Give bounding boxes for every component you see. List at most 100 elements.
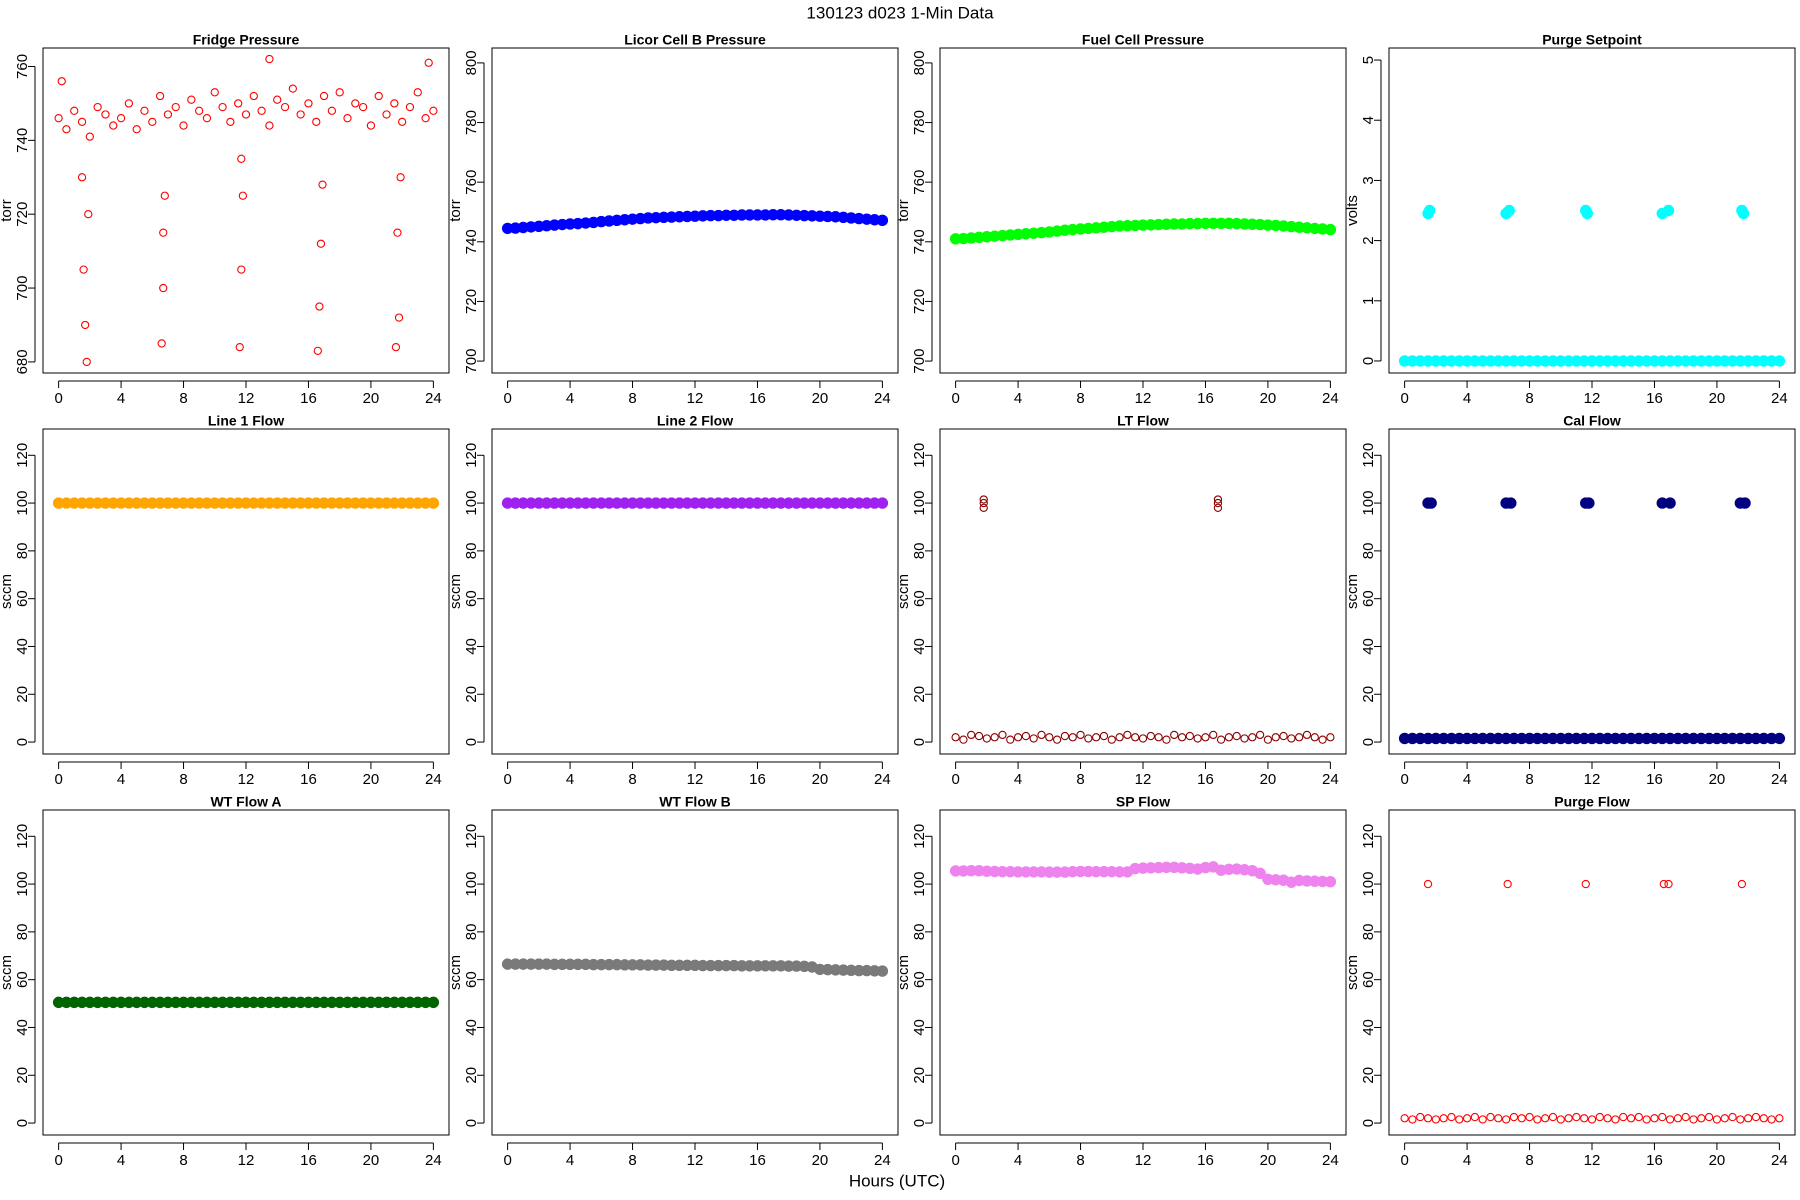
x-tick-label: 0 xyxy=(54,390,62,407)
plot-frame xyxy=(1388,809,1796,1136)
data-point xyxy=(1107,735,1116,744)
data-point xyxy=(1697,1114,1706,1123)
y-tick-label: 40 xyxy=(911,1019,928,1036)
data-point xyxy=(1324,223,1337,236)
x-tick-label: 4 xyxy=(117,1152,125,1169)
data-point xyxy=(1572,1112,1581,1122)
x-tick-label: 8 xyxy=(1076,1152,1084,1169)
data-point xyxy=(1736,1115,1745,1124)
data-point xyxy=(316,239,326,248)
data-point xyxy=(288,84,297,93)
y-axis-label: sccm xyxy=(1344,574,1361,609)
y-tick-label: 60 xyxy=(911,590,928,607)
data-point xyxy=(1302,730,1312,740)
y-tick-label: 40 xyxy=(911,638,928,655)
data-point xyxy=(218,102,227,112)
data-point xyxy=(148,117,157,127)
x-tick-label: 20 xyxy=(1260,1152,1277,1169)
data-point xyxy=(1326,733,1335,742)
x-tick-label: 16 xyxy=(1197,390,1214,407)
data-point xyxy=(1541,1114,1550,1123)
data-point xyxy=(1704,1112,1714,1122)
data-point xyxy=(159,283,168,293)
y-tick-label: 0 xyxy=(14,1119,31,1127)
data-point xyxy=(335,88,344,97)
x-tick-label: 12 xyxy=(687,771,704,788)
y-tick-label: 100 xyxy=(14,491,31,516)
data-point xyxy=(1099,731,1109,741)
data-point xyxy=(79,265,88,274)
data-point xyxy=(249,91,258,101)
x-tick-label: 12 xyxy=(238,1152,255,1169)
x-tick-label: 20 xyxy=(1260,771,1277,788)
x-tick-label: 12 xyxy=(687,390,704,407)
data-point xyxy=(1556,1115,1565,1124)
panel-title: Line 2 Flow xyxy=(657,413,733,429)
y-tick-label: 120 xyxy=(1360,824,1377,849)
data-point xyxy=(140,106,149,115)
x-tick-label: 16 xyxy=(300,1152,317,1169)
data-point xyxy=(1037,730,1046,740)
y-tick-label: 20 xyxy=(911,1067,928,1084)
y-tick-label: 0 xyxy=(14,738,31,746)
y-tick-label: 80 xyxy=(14,924,31,941)
y-tick-label: 680 xyxy=(14,349,31,374)
y-tick-label: 120 xyxy=(14,824,31,849)
data-point xyxy=(1213,498,1223,508)
y-tick-label: 20 xyxy=(14,686,31,703)
x-tick-label: 8 xyxy=(179,390,187,407)
x-tick-label: 12 xyxy=(1135,771,1152,788)
data-point xyxy=(1013,733,1023,742)
panel-title: LT Flow xyxy=(1117,413,1169,429)
data-point xyxy=(1263,735,1273,744)
data-point xyxy=(296,110,305,119)
data-point xyxy=(77,173,87,182)
data-point xyxy=(1665,1115,1675,1124)
x-tick-label: 0 xyxy=(54,771,62,788)
data-point xyxy=(1775,1114,1784,1123)
y-axis-label: volts xyxy=(1344,195,1361,226)
data-point xyxy=(1185,731,1194,741)
data-point xyxy=(1045,733,1054,742)
data-point xyxy=(1324,875,1337,888)
x-tick-label: 24 xyxy=(874,390,891,407)
data-point xyxy=(1271,733,1280,742)
data-point xyxy=(951,733,960,742)
y-tick-label: 740 xyxy=(14,128,31,153)
data-point xyxy=(101,110,110,119)
data-point xyxy=(237,265,246,274)
data-point xyxy=(1115,733,1124,742)
y-tick-label: 60 xyxy=(14,590,31,607)
data-point xyxy=(157,339,166,348)
x-tick-label: 4 xyxy=(1463,390,1471,407)
y-axis-label: sccm xyxy=(1344,955,1361,990)
data-point xyxy=(54,114,63,123)
data-point xyxy=(396,173,405,182)
data-point xyxy=(241,110,251,119)
x-tick-label: 0 xyxy=(1400,390,1408,407)
x-tick-label: 0 xyxy=(503,1152,511,1169)
y-tick-label: 80 xyxy=(14,543,31,560)
y-tick-label: 760 xyxy=(463,170,480,195)
y-tick-label: 4 xyxy=(1360,116,1377,124)
data-point xyxy=(1295,733,1304,742)
data-point xyxy=(273,95,282,104)
data-point xyxy=(1603,1114,1612,1123)
data-point xyxy=(1131,733,1140,742)
data-point xyxy=(1423,879,1433,889)
data-point xyxy=(81,320,90,330)
data-point xyxy=(1525,1112,1534,1122)
data-point xyxy=(202,114,212,123)
data-point xyxy=(1209,730,1218,740)
data-point xyxy=(1248,733,1257,742)
data-point xyxy=(210,88,219,97)
data-point xyxy=(312,117,321,127)
y-tick-label: 780 xyxy=(911,110,928,135)
data-point xyxy=(1739,497,1751,509)
data-point xyxy=(179,121,188,130)
data-point xyxy=(1287,734,1296,743)
x-tick-label: 12 xyxy=(238,390,255,407)
y-tick-label: 0 xyxy=(1360,357,1377,365)
y-tick-label: 800 xyxy=(463,50,480,75)
y-tick-label: 700 xyxy=(463,349,480,374)
